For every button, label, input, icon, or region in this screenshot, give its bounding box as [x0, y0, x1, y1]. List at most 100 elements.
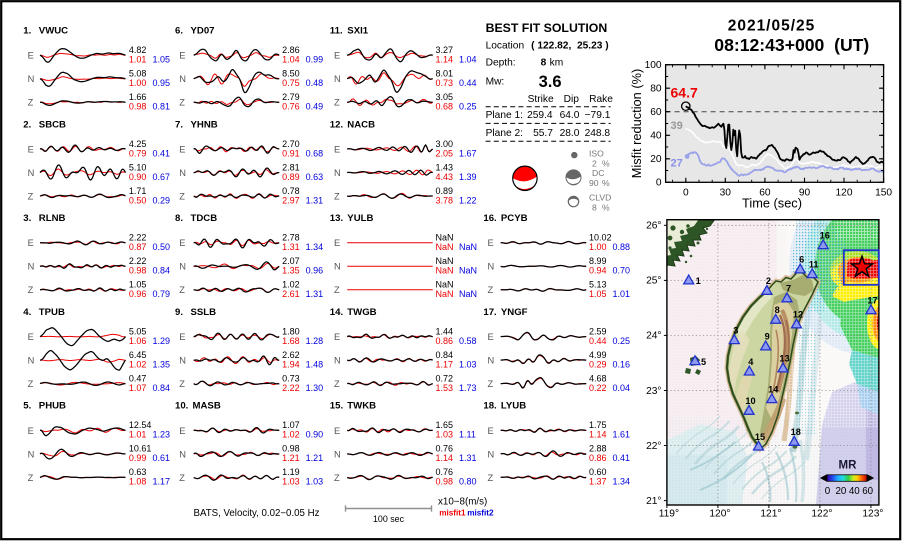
svg-text:90: 90 [799, 187, 811, 198]
svg-text:1.05: 1.05 [129, 280, 147, 290]
svg-text:119°: 119° [659, 509, 679, 520]
svg-text:1.53: 1.53 [436, 383, 454, 393]
svg-text:2.78: 2.78 [282, 233, 300, 243]
svg-text:1.00: 1.00 [129, 78, 147, 88]
svg-text:3.6: 3.6 [539, 73, 562, 91]
svg-text:Z: Z [334, 285, 340, 295]
svg-text:Z: Z [334, 473, 340, 483]
svg-text:4.43: 4.43 [436, 172, 454, 182]
svg-text:NaN: NaN [459, 266, 477, 276]
svg-text:NaN: NaN [459, 242, 477, 252]
svg-text:N: N [488, 262, 495, 272]
svg-text:0.76: 0.76 [436, 444, 454, 454]
svg-text:N: N [334, 262, 341, 272]
svg-text:28.0: 28.0 [560, 128, 580, 139]
svg-text:BEST FIT SOLUTION: BEST FIT SOLUTION [486, 21, 608, 35]
svg-text:NaN: NaN [436, 280, 454, 290]
svg-text:3.05: 3.05 [436, 92, 454, 102]
svg-text:0.41: 0.41 [153, 148, 171, 158]
svg-text:13: 13 [779, 354, 789, 364]
svg-text:120: 120 [836, 187, 853, 198]
svg-text:1.03: 1.03 [306, 477, 324, 487]
svg-text:2: 2 [592, 159, 597, 169]
svg-text:8.50: 8.50 [282, 69, 300, 79]
svg-text:E: E [179, 332, 185, 342]
svg-text:N: N [179, 449, 186, 459]
svg-text:3.: 3. [23, 213, 31, 224]
svg-text:( 122.82, 25.23 ): ( 122.82, 25.23 ) [531, 41, 609, 52]
svg-text:Z: Z [488, 473, 494, 483]
svg-text:5.05: 5.05 [129, 326, 147, 336]
svg-text:12: 12 [793, 310, 803, 320]
svg-text:1.14: 1.14 [436, 453, 454, 463]
svg-text:Depth:: Depth: [486, 58, 516, 69]
svg-text:7: 7 [786, 284, 791, 294]
svg-text:2.05: 2.05 [436, 148, 454, 158]
svg-text:E: E [488, 332, 494, 342]
svg-text:8: 8 [592, 203, 597, 213]
svg-text:E: E [28, 426, 34, 436]
svg-text:N: N [334, 168, 341, 178]
svg-text:E: E [488, 238, 494, 248]
svg-text:0.84: 0.84 [153, 383, 171, 393]
svg-text:0.89: 0.89 [436, 186, 454, 196]
svg-text:1.05: 1.05 [589, 289, 607, 299]
svg-text:N: N [28, 262, 35, 272]
svg-text:7.: 7. [175, 119, 183, 130]
svg-text:BATS, Velocity, 0.02−0.05 Hz: BATS, Velocity, 0.02−0.05 Hz [194, 508, 320, 519]
svg-text:1.17: 1.17 [436, 359, 454, 369]
svg-text:1.44: 1.44 [436, 326, 454, 336]
svg-text:N: N [488, 356, 495, 366]
svg-text:0.87: 0.87 [129, 242, 147, 252]
svg-text:60: 60 [650, 107, 662, 118]
svg-text:0.70: 0.70 [613, 266, 631, 276]
svg-text:39: 39 [671, 120, 683, 132]
svg-text:NaN: NaN [436, 289, 454, 299]
svg-text:N: N [179, 262, 186, 272]
svg-text:10.02: 10.02 [589, 233, 612, 243]
svg-text:22°: 22° [646, 441, 661, 452]
svg-text:0.63: 0.63 [306, 172, 324, 182]
svg-text:9.: 9. [175, 307, 183, 318]
svg-text:E: E [334, 238, 340, 248]
svg-text:0.81: 0.81 [153, 102, 171, 112]
svg-text:100: 100 [645, 60, 662, 71]
svg-text:0.79: 0.79 [153, 289, 171, 299]
svg-text:0.98: 0.98 [129, 266, 147, 276]
svg-text:17.: 17. [483, 307, 496, 318]
svg-text:Z: Z [179, 473, 185, 483]
svg-text:1.14: 1.14 [436, 55, 454, 65]
svg-text:E: E [179, 144, 185, 154]
svg-text:10.: 10. [175, 401, 188, 412]
svg-text:%: % [602, 159, 610, 169]
svg-text:1.07: 1.07 [282, 420, 300, 430]
svg-text:1.31: 1.31 [306, 195, 324, 205]
svg-text:Z: Z [334, 379, 340, 389]
svg-text:0: 0 [825, 486, 831, 497]
svg-text:PHUB: PHUB [39, 401, 66, 412]
svg-text:0.47: 0.47 [129, 373, 147, 383]
svg-text:VWUC: VWUC [39, 26, 68, 37]
svg-text:0.49: 0.49 [306, 102, 324, 112]
svg-text:0.79: 0.79 [129, 148, 147, 158]
svg-text:YHNB: YHNB [191, 119, 218, 130]
svg-text:N: N [28, 74, 35, 84]
svg-text:PCYB: PCYB [501, 213, 528, 224]
svg-text:17: 17 [867, 296, 877, 306]
svg-text:9: 9 [765, 332, 770, 342]
svg-text:Misfit reduction (%): Misfit reduction (%) [629, 69, 644, 179]
svg-text:15: 15 [755, 432, 765, 442]
svg-text:1.02: 1.02 [282, 280, 300, 290]
svg-text:1.75: 1.75 [589, 420, 607, 430]
svg-text:4.82: 4.82 [129, 45, 147, 55]
svg-text:1.06: 1.06 [129, 336, 147, 346]
svg-text:E: E [28, 51, 34, 61]
svg-text:E: E [28, 238, 34, 248]
svg-text:E: E [334, 426, 340, 436]
svg-text:N: N [488, 449, 495, 459]
svg-text:−79.1: −79.1 [585, 110, 611, 121]
svg-text:0.50: 0.50 [153, 242, 171, 252]
svg-text:NaN: NaN [436, 256, 454, 266]
svg-text:1.02: 1.02 [282, 430, 300, 440]
svg-text:5.: 5. [23, 401, 31, 412]
